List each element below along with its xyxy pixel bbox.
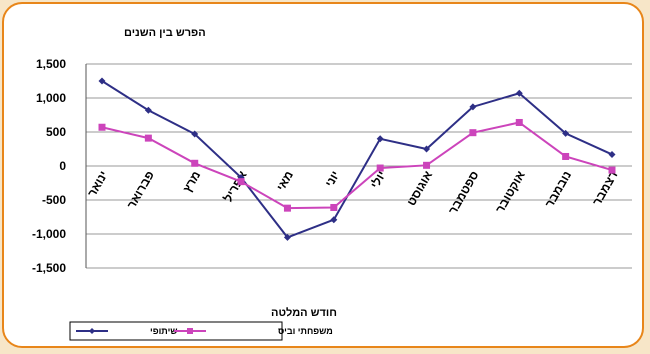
y-tick-label: 0 [59,159,66,173]
line-chart: הפרש בין השנים 1,500 1,000 500 0 -500 -1,000 -… [32,27,632,341]
data-point [608,150,616,158]
data-point [98,123,106,131]
x-tick-label: מאי [274,169,296,194]
data-point [330,203,338,211]
data-point [237,178,245,186]
y-tick-label: 1,000 [36,91,66,105]
data-point [423,145,431,153]
series-0 [98,77,616,241]
x-tick-label: ינואר [85,169,111,200]
x-tick-label: אוגוסט [404,169,435,209]
x-tick-label: דצמבר [590,168,621,208]
series-line [101,121,613,210]
gridlines [85,63,632,269]
data-point [283,204,291,212]
legend-label: משפחתי וביס [278,326,333,336]
x-tick-label: יוני [322,169,342,190]
y-tick-label: -500 [42,193,66,207]
data-point [515,118,523,126]
series-1 [98,118,616,212]
data-point [144,134,152,142]
legend-marker [187,328,193,334]
legend-marker [89,328,95,334]
y-axis-ticks: 1,500 1,000 500 0 -500 -1,000 -1,500 [32,57,66,275]
data-point [98,77,106,85]
data-point [562,152,570,160]
chart-title: הפרש בין השנים [124,27,206,39]
data-point [515,89,523,97]
data-point [191,130,199,138]
x-tick-label: אפריל [221,169,250,205]
data-point [376,164,384,172]
x-tick-label: ספטמבר [446,168,482,216]
data-point [144,106,152,114]
data-point [330,216,338,224]
data-point [191,159,199,167]
data-point [469,103,477,111]
data-point [376,135,384,143]
legend-label: שיתופי [150,326,178,336]
y-tick-label: -1,500 [32,261,66,275]
chart-frame: הפרש בין השנים 1,500 1,000 500 0 -500 -1,000 -… [2,2,644,348]
x-tick-label: אוקטובר [493,169,528,216]
data-point [469,129,477,137]
data-point [562,129,570,137]
x-tick-label: פברואר [124,168,157,211]
x-axis-label: חודש המלטה [271,306,337,319]
data-point [608,166,616,174]
y-tick-label: 1,500 [36,57,66,71]
x-tick-label: מרץ [180,169,203,195]
series-line [101,80,613,239]
legend: שיתופי משפחתי וביס [69,321,333,341]
series-lines [98,77,616,241]
x-tick-label: יולי [368,169,389,191]
x-tick-label: נובמבר [542,169,574,210]
data-point [423,161,431,169]
data-point [283,233,291,241]
y-tick-label: -1,000 [32,227,66,241]
y-tick-label: 500 [46,125,66,139]
